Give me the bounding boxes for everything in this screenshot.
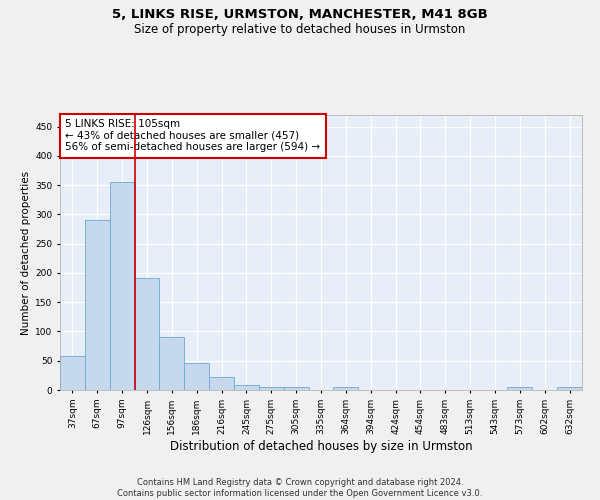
Bar bbox=[508, 387, 532, 390]
Y-axis label: Number of detached properties: Number of detached properties bbox=[21, 170, 31, 334]
Bar bbox=[334, 387, 358, 390]
Bar bbox=[284, 387, 308, 390]
Bar bbox=[85, 220, 110, 390]
Bar bbox=[557, 387, 582, 390]
Bar bbox=[184, 363, 209, 390]
Bar bbox=[234, 386, 259, 390]
Text: 5, LINKS RISE, URMSTON, MANCHESTER, M41 8GB: 5, LINKS RISE, URMSTON, MANCHESTER, M41 … bbox=[112, 8, 488, 20]
Text: Size of property relative to detached houses in Urmston: Size of property relative to detached ho… bbox=[134, 22, 466, 36]
Bar bbox=[259, 387, 284, 390]
Text: Contains HM Land Registry data © Crown copyright and database right 2024.
Contai: Contains HM Land Registry data © Crown c… bbox=[118, 478, 482, 498]
Bar bbox=[60, 356, 85, 390]
X-axis label: Distribution of detached houses by size in Urmston: Distribution of detached houses by size … bbox=[170, 440, 472, 452]
Bar bbox=[110, 182, 134, 390]
Bar bbox=[134, 278, 160, 390]
Bar bbox=[160, 338, 184, 390]
Bar bbox=[209, 377, 234, 390]
Text: 5 LINKS RISE: 105sqm
← 43% of detached houses are smaller (457)
56% of semi-deta: 5 LINKS RISE: 105sqm ← 43% of detached h… bbox=[65, 119, 320, 152]
